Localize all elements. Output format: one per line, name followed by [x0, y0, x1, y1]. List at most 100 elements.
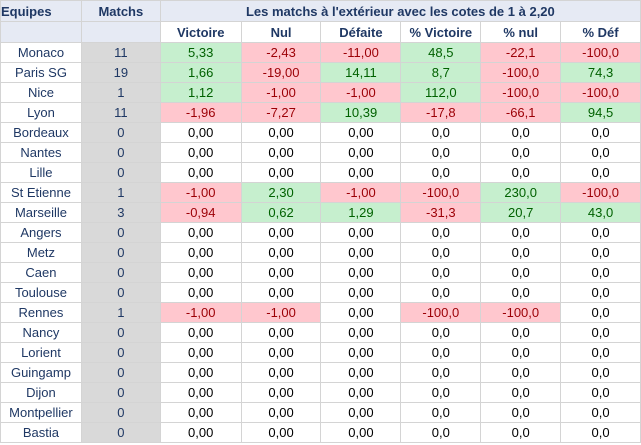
pct-def-cell[interactable]: 0,0	[560, 242, 641, 263]
nul-cell[interactable]: -1,00	[240, 302, 322, 323]
teams-header-blank[interactable]	[0, 21, 82, 43]
team-cell[interactable]: Montpellier	[0, 402, 82, 423]
pct-victoire-cell[interactable]: 112,0	[400, 82, 482, 103]
defaite-cell[interactable]: 0,00	[320, 142, 402, 163]
pct-victoire-cell[interactable]: 0,0	[400, 402, 482, 423]
defaite-cell[interactable]: -11,00	[320, 42, 402, 63]
defaite-cell[interactable]: 0,00	[320, 402, 402, 423]
matchs-cell[interactable]: 11	[80, 42, 161, 63]
pct-victoire-cell[interactable]: 0,0	[400, 382, 482, 403]
matchs-cell[interactable]: 0	[80, 162, 161, 183]
nul-cell[interactable]: 0,00	[240, 162, 322, 183]
pct-nul-cell[interactable]: 230,0	[480, 182, 562, 203]
matchs-cell[interactable]: 0	[80, 262, 161, 283]
team-cell[interactable]: Dijon	[0, 382, 82, 403]
team-cell[interactable]: Bastia	[0, 422, 82, 443]
pct-nul-cell[interactable]: -66,1	[480, 102, 562, 123]
defaite-cell[interactable]: 10,39	[320, 102, 402, 123]
pct-victoire-cell[interactable]: 0,0	[400, 322, 482, 343]
victoire-cell[interactable]: 1,12	[159, 82, 242, 103]
nul-cell[interactable]: 0,00	[240, 282, 322, 303]
pct-nul-cell[interactable]: 0,0	[480, 222, 562, 243]
pct-nul-cell[interactable]: 0,0	[480, 262, 562, 283]
defaite-cell[interactable]: 0,00	[320, 302, 402, 323]
pct-def-cell[interactable]: 0,0	[560, 362, 641, 383]
pct-victoire-cell[interactable]: 48,5	[400, 42, 482, 63]
pct-nul-cell[interactable]: 0,0	[480, 142, 562, 163]
nul-cell[interactable]: 0,00	[240, 422, 322, 443]
defaite-cell[interactable]: 0,00	[320, 222, 402, 243]
defaite-cell[interactable]: 0,00	[320, 322, 402, 343]
victoire-cell[interactable]: 5,33	[159, 42, 242, 63]
pct-nul-cell[interactable]: -100,0	[480, 302, 562, 323]
matchs-cell[interactable]: 19	[80, 62, 161, 83]
victoire-cell[interactable]: -0,94	[159, 202, 242, 223]
pct-victoire-cell[interactable]: 0,0	[400, 222, 482, 243]
victoire-cell[interactable]: -1,96	[159, 102, 242, 123]
pct-nul-cell[interactable]: 0,0	[480, 382, 562, 403]
pct-victoire-cell[interactable]: 0,0	[400, 422, 482, 443]
col-header-pct-def[interactable]: % Déf	[560, 21, 641, 43]
teams-header[interactable]: Equipes	[0, 0, 82, 22]
matchs-cell[interactable]: 0	[80, 122, 161, 143]
pct-def-cell[interactable]: 0,0	[560, 342, 641, 363]
col-header-nul[interactable]: Nul	[240, 21, 322, 43]
pct-nul-cell[interactable]: -22,1	[480, 42, 562, 63]
team-cell[interactable]: Nice	[0, 82, 82, 103]
pct-victoire-cell[interactable]: 0,0	[400, 282, 482, 303]
pct-def-cell[interactable]: 0,0	[560, 422, 641, 443]
pct-victoire-cell[interactable]: 0,0	[400, 142, 482, 163]
pct-def-cell[interactable]: 0,0	[560, 402, 641, 423]
pct-victoire-cell[interactable]: 0,0	[400, 122, 482, 143]
victoire-cell[interactable]: -1,00	[159, 302, 242, 323]
victoire-cell[interactable]: 1,66	[159, 62, 242, 83]
team-cell[interactable]: Caen	[0, 262, 82, 283]
team-cell[interactable]: Marseille	[0, 202, 82, 223]
pct-victoire-cell[interactable]: 0,0	[400, 262, 482, 283]
pct-nul-cell[interactable]: 0,0	[480, 362, 562, 383]
pct-nul-cell[interactable]: 0,0	[480, 242, 562, 263]
team-cell[interactable]: Bordeaux	[0, 122, 82, 143]
pct-def-cell[interactable]: 0,0	[560, 162, 641, 183]
matchs-cell[interactable]: 1	[80, 182, 161, 203]
pct-nul-cell[interactable]: 0,0	[480, 282, 562, 303]
defaite-cell[interactable]: 0,00	[320, 382, 402, 403]
defaite-cell[interactable]: 0,00	[320, 242, 402, 263]
team-cell[interactable]: Nantes	[0, 142, 82, 163]
nul-cell[interactable]: 0,00	[240, 342, 322, 363]
pct-nul-cell[interactable]: 0,0	[480, 402, 562, 423]
victoire-cell[interactable]: 0,00	[159, 422, 242, 443]
nul-cell[interactable]: -2,43	[240, 42, 322, 63]
victoire-cell[interactable]: 0,00	[159, 222, 242, 243]
pct-def-cell[interactable]: 43,0	[560, 202, 641, 223]
defaite-cell[interactable]: 0,00	[320, 362, 402, 383]
nul-cell[interactable]: -19,00	[240, 62, 322, 83]
nul-cell[interactable]: 0,62	[240, 202, 322, 223]
pct-def-cell[interactable]: -100,0	[560, 42, 641, 63]
defaite-cell[interactable]: 0,00	[320, 162, 402, 183]
matchs-cell[interactable]: 0	[80, 362, 161, 383]
pct-nul-cell[interactable]: 0,0	[480, 342, 562, 363]
victoire-cell[interactable]: 0,00	[159, 382, 242, 403]
victoire-cell[interactable]: -1,00	[159, 182, 242, 203]
victoire-cell[interactable]: 0,00	[159, 342, 242, 363]
defaite-cell[interactable]: 0,00	[320, 262, 402, 283]
nul-cell[interactable]: 0,00	[240, 322, 322, 343]
matchs-cell[interactable]: 1	[80, 302, 161, 323]
pct-def-cell[interactable]: 0,0	[560, 262, 641, 283]
pct-def-cell[interactable]: -100,0	[560, 182, 641, 203]
defaite-cell[interactable]: 0,00	[320, 282, 402, 303]
pct-victoire-cell[interactable]: 8,7	[400, 62, 482, 83]
victoire-cell[interactable]: 0,00	[159, 242, 242, 263]
victoire-cell[interactable]: 0,00	[159, 322, 242, 343]
nul-cell[interactable]: 0,00	[240, 382, 322, 403]
pct-def-cell[interactable]: 0,0	[560, 142, 641, 163]
nul-cell[interactable]: 0,00	[240, 222, 322, 243]
col-header-defaite[interactable]: Défaite	[320, 21, 402, 43]
matchs-cell[interactable]: 0	[80, 282, 161, 303]
pct-def-cell[interactable]: 0,0	[560, 322, 641, 343]
nul-cell[interactable]: -7,27	[240, 102, 322, 123]
pct-victoire-cell[interactable]: -100,0	[400, 182, 482, 203]
defaite-cell[interactable]: 0,00	[320, 122, 402, 143]
matchs-cell[interactable]: 0	[80, 342, 161, 363]
